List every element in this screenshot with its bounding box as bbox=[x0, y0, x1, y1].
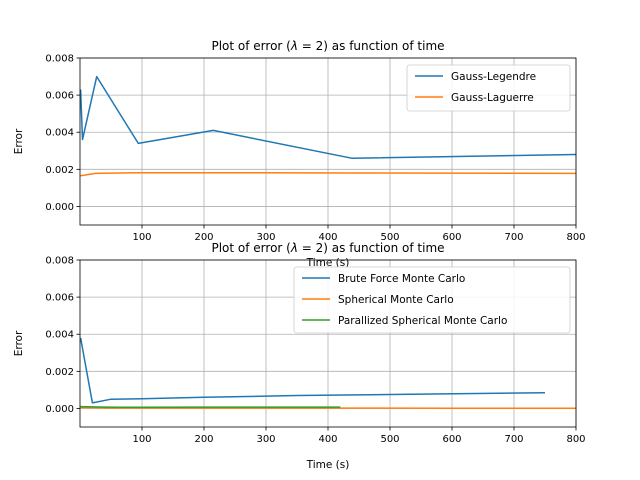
x-tick-label: 700 bbox=[504, 232, 523, 243]
legend-label: Parallized Spherical Monte Carlo bbox=[338, 315, 507, 327]
y-tick-label: 0.002 bbox=[45, 367, 74, 378]
legend: Gauss-Legendre Gauss-Laguerre bbox=[406, 64, 571, 112]
legend: Brute Force Monte Carlo Spherical Monte C… bbox=[293, 266, 571, 334]
title-prefix: Plot of error ( bbox=[211, 39, 290, 53]
x-tick-label: 400 bbox=[318, 434, 337, 445]
y-tick-label: 0.000 bbox=[45, 202, 74, 213]
title-suffix: as function of time bbox=[328, 39, 445, 53]
legend-label: Gauss-Legendre bbox=[451, 71, 536, 83]
series-line-parallized-spherical-monte-carlo bbox=[80, 405, 341, 409]
title-eq: = 2) bbox=[298, 241, 328, 255]
x-tick-label: 500 bbox=[380, 434, 399, 445]
title-lambda: λ bbox=[290, 39, 298, 53]
legend-label: Gauss-Laguerre bbox=[451, 92, 534, 104]
legend-label: Spherical Monte Carlo bbox=[338, 294, 454, 306]
series-line-spherical-monte-carlo bbox=[80, 406, 576, 410]
title-lambda: λ bbox=[290, 241, 298, 255]
title-suffix: as function of time bbox=[328, 241, 445, 255]
y-axis-label: Error bbox=[13, 330, 25, 356]
x-tick-label: 400 bbox=[318, 232, 337, 243]
x-tick-label: 200 bbox=[194, 232, 213, 243]
x-tick-label: 800 bbox=[566, 232, 585, 243]
y-tick-label: 0.006 bbox=[45, 293, 74, 304]
x-tick-label: 700 bbox=[504, 434, 523, 445]
bottom-plot: 100 200 300 400 500 600 700 800 0.000 0.002 0.004 0… bbox=[13, 241, 586, 471]
y-tick-label: 0.008 bbox=[45, 54, 74, 65]
series-line-brute-force-monte-carlo bbox=[80, 337, 546, 404]
legend-label: Brute Force Monte Carlo bbox=[338, 273, 465, 285]
y-tick-label: 0.004 bbox=[45, 330, 74, 341]
chart-title: Plot of error (λ = 2) as function of tim… bbox=[211, 39, 444, 53]
x-tick-label: 100 bbox=[132, 232, 151, 243]
x-axis-label: Time (s) bbox=[306, 459, 350, 471]
x-tick-label: 500 bbox=[380, 232, 399, 243]
y-axis-label: Error bbox=[13, 128, 25, 154]
x-tick-label: 300 bbox=[256, 232, 275, 243]
y-tick-label: 0.008 bbox=[45, 256, 74, 267]
y-tick-label: 0.006 bbox=[45, 91, 74, 102]
series-line-gauss-legendre bbox=[80, 75, 576, 159]
legend-box bbox=[406, 64, 571, 112]
x-tick-label: 600 bbox=[442, 232, 461, 243]
x-tick-label: 100 bbox=[132, 434, 151, 445]
y-tick-label: 0.000 bbox=[45, 404, 74, 415]
title-prefix: Plot of error ( bbox=[211, 241, 290, 255]
series-line-gauss-laguerre bbox=[80, 171, 576, 177]
legend-box bbox=[293, 266, 571, 334]
x-tick-label: 600 bbox=[442, 434, 461, 445]
y-tick-label: 0.004 bbox=[45, 128, 74, 139]
chart-title: Plot of error (λ = 2) as function of tim… bbox=[211, 241, 444, 255]
x-tick-label: 300 bbox=[256, 434, 275, 445]
x-tick-label: 200 bbox=[194, 434, 213, 445]
title-eq: = 2) bbox=[298, 39, 328, 53]
x-tick-label: 800 bbox=[566, 434, 585, 445]
y-tick-label: 0.002 bbox=[45, 165, 74, 176]
top-plot: 100 200 300 400 500 600 700 800 0.000 0.002 0.004 0… bbox=[13, 39, 586, 269]
